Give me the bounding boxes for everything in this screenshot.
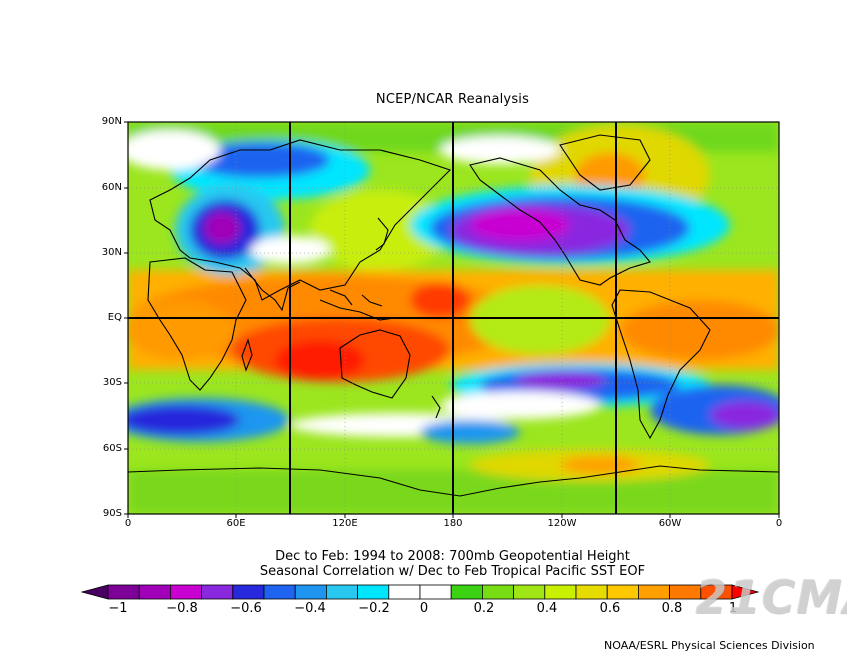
- colorbar-swatch: [357, 584, 390, 600]
- caption-line-1: Dec to Feb: 1994 to 2008: 700mb Geopoten…: [275, 549, 630, 564]
- x-axis-label: 120W: [547, 518, 577, 529]
- coastlines: [128, 134, 779, 497]
- colorbar-swatch: [263, 584, 296, 600]
- colorbar-swatch: [107, 584, 140, 600]
- colorbar-swatch: [325, 584, 358, 600]
- colorbar: [80, 584, 760, 600]
- colorbar-swatch: [388, 584, 421, 600]
- colorbar-label: −0.2: [358, 601, 390, 616]
- colorbar-arrow-left: [80, 584, 109, 600]
- colorbar-swatch: [544, 584, 577, 600]
- colorbar-swatch: [294, 584, 327, 600]
- colorbar-label: 0.2: [473, 601, 495, 616]
- y-axis-label: 30N: [101, 247, 122, 258]
- colorbar-label: −0.6: [230, 601, 262, 616]
- colorbar-swatch: [513, 584, 546, 600]
- correlation-field: [128, 122, 779, 514]
- colorbar-swatch: [419, 584, 452, 600]
- colorbar-label: −1: [108, 601, 128, 616]
- colorbar-swatch: [638, 584, 671, 600]
- y-axis-label: 90N: [101, 116, 122, 127]
- colorbar-label: 0.6: [599, 601, 621, 616]
- colorbar-swatch: [170, 584, 203, 600]
- colorbar-swatch: [138, 584, 171, 600]
- y-axis-label: 90S: [102, 508, 122, 519]
- y-axis-label: 30S: [102, 377, 122, 388]
- colorbar-label: 1: [728, 601, 738, 616]
- map-title: NCEP/NCAR Reanalysis: [375, 92, 530, 107]
- colorbar-label: 0.8: [661, 601, 683, 616]
- y-axis-label: 60N: [101, 182, 122, 193]
- colorbar-swatch: [606, 584, 639, 600]
- x-axis-label: 60W: [658, 518, 682, 529]
- caption-line-2: Seasonal Correlation w/ Dec to Feb Tropi…: [259, 564, 646, 579]
- colorbar-label: 0: [419, 601, 429, 616]
- watermark-logo: 21CMA: [695, 570, 847, 624]
- colorbar-swatch: [575, 584, 608, 600]
- colorbar-arrow-right: [731, 584, 760, 600]
- y-axis-label: EQ: [107, 312, 122, 323]
- colorbar-label: −0.4: [294, 601, 326, 616]
- reference-lines: [128, 122, 779, 514]
- colorbar-swatch: [201, 584, 234, 600]
- colorbar-label: −0.8: [166, 601, 198, 616]
- x-axis-label: 180: [443, 518, 463, 529]
- x-axis-label: 0: [775, 518, 783, 529]
- axis-ticks: [124, 121, 780, 518]
- y-axis-label: 60S: [102, 443, 122, 454]
- colorbar-label: 0.4: [536, 601, 558, 616]
- colorbar-swatch: [232, 584, 265, 600]
- colorbar-swatch: [450, 584, 483, 600]
- x-axis-label: 60E: [226, 518, 246, 529]
- credit-text: NOAA/ESRL Physical Sciences Division: [604, 639, 815, 652]
- x-axis-label: 0: [124, 518, 132, 529]
- x-axis-label: 120E: [332, 518, 358, 529]
- colorbar-swatch: [481, 584, 514, 600]
